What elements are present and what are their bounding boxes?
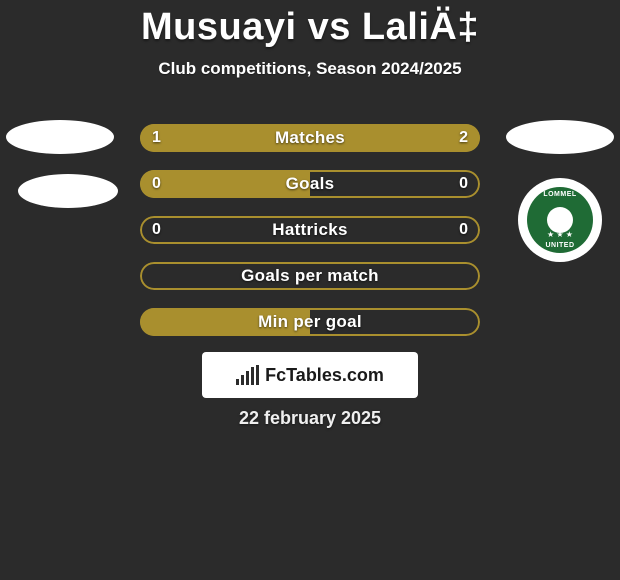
date-text: 22 february 2025: [0, 408, 620, 429]
crest-bottom-text: UNITED: [527, 242, 593, 249]
bar-label: Matches: [140, 124, 480, 152]
stat-bars: 1 Matches 2 0 Goals 0 0 Hattricks 0 Go: [140, 124, 480, 354]
page-title: Musuayi vs LaliÄ‡: [0, 0, 620, 49]
bar-value-right: 0: [459, 170, 468, 198]
logo-inner: FcTables.com: [236, 365, 384, 386]
bar-label: Goals: [140, 170, 480, 198]
stat-row-goals: 0 Goals 0: [140, 170, 480, 198]
comparison-card: Musuayi vs LaliÄ‡ Club competitions, Sea…: [0, 0, 620, 580]
bar-label: Hattricks: [140, 216, 480, 244]
club-crest: LOMMEL ★ ★ ★ UNITED: [518, 178, 602, 262]
bar-value-right: 0: [459, 216, 468, 244]
bar-value-right: 2: [459, 124, 468, 152]
fctables-logo: FcTables.com: [202, 352, 418, 398]
stat-row-matches: 1 Matches 2: [140, 124, 480, 152]
stat-row-goals-per-match: Goals per match: [140, 262, 480, 290]
crest-stars-icon: ★ ★ ★: [527, 230, 593, 239]
stat-row-min-per-goal: Min per goal: [140, 308, 480, 336]
player-right-avatar-1: [506, 120, 614, 154]
logo-bars-icon: [236, 365, 259, 385]
bar-label: Goals per match: [140, 262, 480, 290]
logo-text: FcTables.com: [265, 365, 384, 386]
bar-label: Min per goal: [140, 308, 480, 336]
crest-top-text: LOMMEL: [527, 191, 593, 198]
stat-row-hattricks: 0 Hattricks 0: [140, 216, 480, 244]
player-left-avatar-1: [6, 120, 114, 154]
player-left-avatar-2: [18, 174, 118, 208]
club-crest-inner: LOMMEL ★ ★ ★ UNITED: [527, 187, 593, 253]
subtitle: Club competitions, Season 2024/2025: [0, 59, 620, 79]
